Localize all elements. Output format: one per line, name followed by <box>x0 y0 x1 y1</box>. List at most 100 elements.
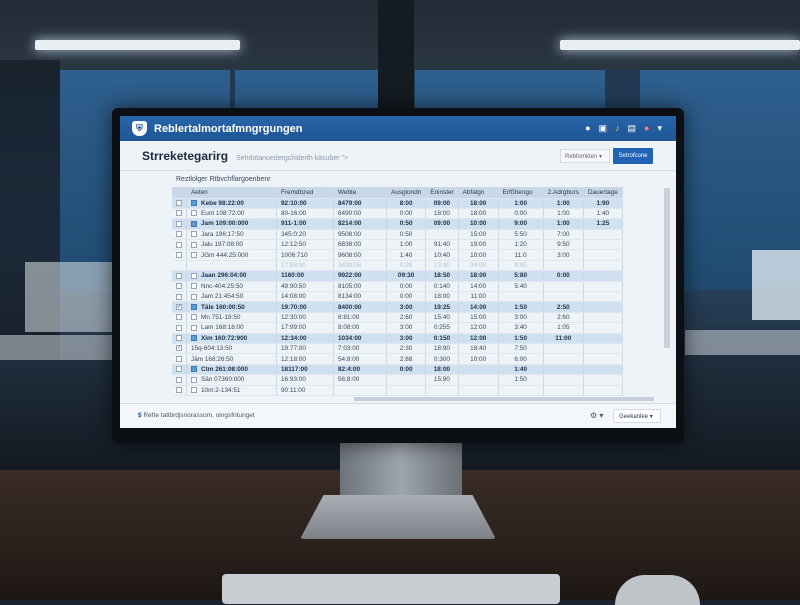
table-row[interactable]: Jam 21:454:50 14:08:00 8134:00 0:00 18:00 11:… <box>172 291 623 303</box>
row-checkbox[interactable] <box>176 366 182 373</box>
dollar-icon: $ <box>138 412 142 419</box>
item-checkbox[interactable] <box>191 335 197 342</box>
item-checkbox[interactable] <box>191 231 197 238</box>
table-cell: 1:00 <box>543 198 584 209</box>
filter-dropdown[interactable]: Rebfomkten ▾ <box>560 149 610 163</box>
column-header[interactable]: Ausglondn <box>386 187 427 199</box>
row-checkbox[interactable]: ✓ <box>176 303 182 310</box>
item-checkbox[interactable] <box>191 200 197 206</box>
row-checkbox[interactable] <box>176 200 182 206</box>
table-row[interactable]: Mn 751-18:50 12:30:00 8:81:00 2:60 15:40 15:0… <box>172 312 623 324</box>
row-select-cell <box>172 291 187 303</box>
table-row[interactable]: Lam 168:18:00 17:99:00 8:08:00 3:00 0:255 12:… <box>172 322 623 334</box>
table-cell: 49:90:50 <box>276 281 334 293</box>
item-checkbox[interactable] <box>191 251 197 258</box>
cell-text: 12:12:50 <box>281 241 306 249</box>
column-header[interactable]: Abfalgn <box>458 187 499 199</box>
table-cell <box>543 385 584 396</box>
row-checkbox[interactable] <box>176 314 182 321</box>
table-row[interactable]: 17:58:00 3430:06 0:20 13:40 34:00 9:00 <box>172 260 623 272</box>
item-checkbox[interactable] <box>191 293 197 300</box>
row-checkbox[interactable] <box>176 387 182 394</box>
row-checkbox[interactable]: ✓ <box>176 345 182 352</box>
item-checkbox[interactable] <box>191 241 197 248</box>
table-row[interactable]: Xim 160:72:900 12:34:00 1034:00 3:00 0:150 12… <box>172 333 623 344</box>
item-checkbox[interactable] <box>191 387 197 394</box>
table-row[interactable]: Ctm 261:08:000 18117:00 82:4:00 0:00 18:00 1:… <box>172 364 623 376</box>
table-cell: 6838:00 <box>333 239 387 251</box>
save-icon[interactable]: ▤ <box>627 123 637 133</box>
item-checkbox[interactable] <box>191 272 197 279</box>
item-checkbox[interactable] <box>191 376 197 383</box>
vertical-scrollbar[interactable] <box>664 188 670 348</box>
column-header[interactable]: Fremdbzed <box>276 187 334 199</box>
table-row[interactable]: ✓ Täle 160:00:50 19:70:00 8400:00 3:00 19:25 1… <box>172 301 623 313</box>
row-checkbox[interactable] <box>176 283 182 290</box>
table-cell: 15q-604:13:50 <box>186 343 277 355</box>
table-row[interactable]: Kebe 98:22:00 92:10:00 8479:00 8:00 09:00 18:… <box>172 198 623 209</box>
table-row[interactable]: Jaan 296:04:00 1160:00 9922:00 09:30 18:50 18… <box>172 270 623 282</box>
cell-text: 15:40 <box>433 313 450 321</box>
row-checkbox[interactable] <box>176 272 182 279</box>
row-checkbox[interactable] <box>176 210 182 217</box>
row-checkbox[interactable] <box>176 220 182 227</box>
item-checkbox[interactable] <box>191 220 197 227</box>
cell-text: 2:30 <box>399 345 413 353</box>
cell-text: 0:00 <box>514 210 527 218</box>
table-cell: 11:0 <box>498 249 544 261</box>
table-row[interactable]: Jäm 168:26:50 12:18:00 54:8:00 2:88 0:300 10:… <box>172 353 623 365</box>
primary-button[interactable]: Setrofcone <box>613 148 653 164</box>
table-row[interactable]: Jara 196:17:50 345:0:20 9508:00 0:50 15:00 5:… <box>172 229 623 241</box>
table-row[interactable]: Sän 07360:000 16:93:00 56:8:00 15:90 1:50 <box>172 374 623 386</box>
table-cell: 2:60 <box>386 312 427 324</box>
column-header[interactable]: Aeten <box>186 187 277 199</box>
app-header: ⛨ Reblertalmortafmngrgungen ● ▣ ♪ ▤ ● ▾ <box>120 116 676 141</box>
column-header[interactable]: Dauertage <box>583 187 623 199</box>
user-icon[interactable]: ● <box>644 123 650 133</box>
bell-icon[interactable]: ♪ <box>615 123 620 133</box>
column-header[interactable]: Erfßhengo <box>498 187 544 199</box>
item-checkbox[interactable] <box>191 324 197 331</box>
table-cell: 12:18:00 <box>276 353 334 365</box>
chevron-down-icon[interactable]: ▾ <box>657 123 662 133</box>
row-checkbox[interactable] <box>176 355 182 362</box>
row-checkbox[interactable] <box>176 324 182 331</box>
table-row[interactable]: 10m:2-134:51 90:11:00 <box>172 385 623 396</box>
table-row[interactable]: ✓ 15q-604:13:50 19:77:00 7:03:00 2:30 18:90 18… <box>172 343 623 355</box>
row-checkbox[interactable] <box>176 293 182 300</box>
cell-text: 17:58:00 <box>281 262 306 270</box>
cell-text: 3:00 <box>557 251 570 259</box>
cell-text: 1:20 <box>514 241 527 249</box>
chat-icon[interactable]: ● <box>585 123 591 133</box>
row-checkbox[interactable] <box>176 335 182 342</box>
settings-icon[interactable]: ⚙ ▾ <box>590 411 604 420</box>
horizontal-scrollbar[interactable] <box>354 397 654 401</box>
table-row[interactable]: Eunt 108:72:00 80-16:00 8490:00 0:00 18:00 18… <box>172 208 623 220</box>
row-checkbox[interactable] <box>176 231 182 238</box>
table-cell <box>543 343 584 355</box>
table-cell: 3430:06 <box>333 260 387 272</box>
column-header[interactable]: Eninster <box>425 187 459 199</box>
column-header[interactable]: 2.Adrgburs <box>543 187 584 199</box>
cell-text: 5:50 <box>514 230 527 238</box>
cell-text: 12:34:00 <box>281 334 307 342</box>
footer-button[interactable]: Geekanlee ▾ <box>613 409 661 423</box>
table-row[interactable]: Nnc-404:25:50 49:90:50 8105:00 0:00 0:140 14:… <box>172 281 623 293</box>
item-checkbox[interactable] <box>191 303 197 310</box>
row-checkbox[interactable] <box>176 251 182 258</box>
item-checkbox[interactable] <box>191 210 197 217</box>
cell-text: 34:00 <box>470 262 487 270</box>
item-checkbox[interactable] <box>191 283 197 290</box>
print-icon[interactable]: ▣ <box>598 123 608 133</box>
table-row[interactable]: Jalu 197:08:00 12:12:50 6838:00 1:00 91:40 19… <box>172 239 623 251</box>
item-checkbox[interactable] <box>191 314 197 321</box>
background-desk <box>685 330 800 355</box>
cell-text: 19:00 <box>470 241 487 249</box>
column-header[interactable]: Webte <box>333 187 387 199</box>
table-row[interactable]: JGm 444:25:000 1006:710 9608:00 1:40 10:40 10… <box>172 249 623 261</box>
row-checkbox[interactable] <box>176 241 182 248</box>
item-checkbox[interactable] <box>191 366 197 373</box>
table-row[interactable]: Jam 109:00:000 911-1:00 8214:00 0:50 09:00 10… <box>172 218 623 230</box>
cell-text: 14:00 <box>470 282 487 290</box>
row-checkbox[interactable] <box>176 376 182 383</box>
